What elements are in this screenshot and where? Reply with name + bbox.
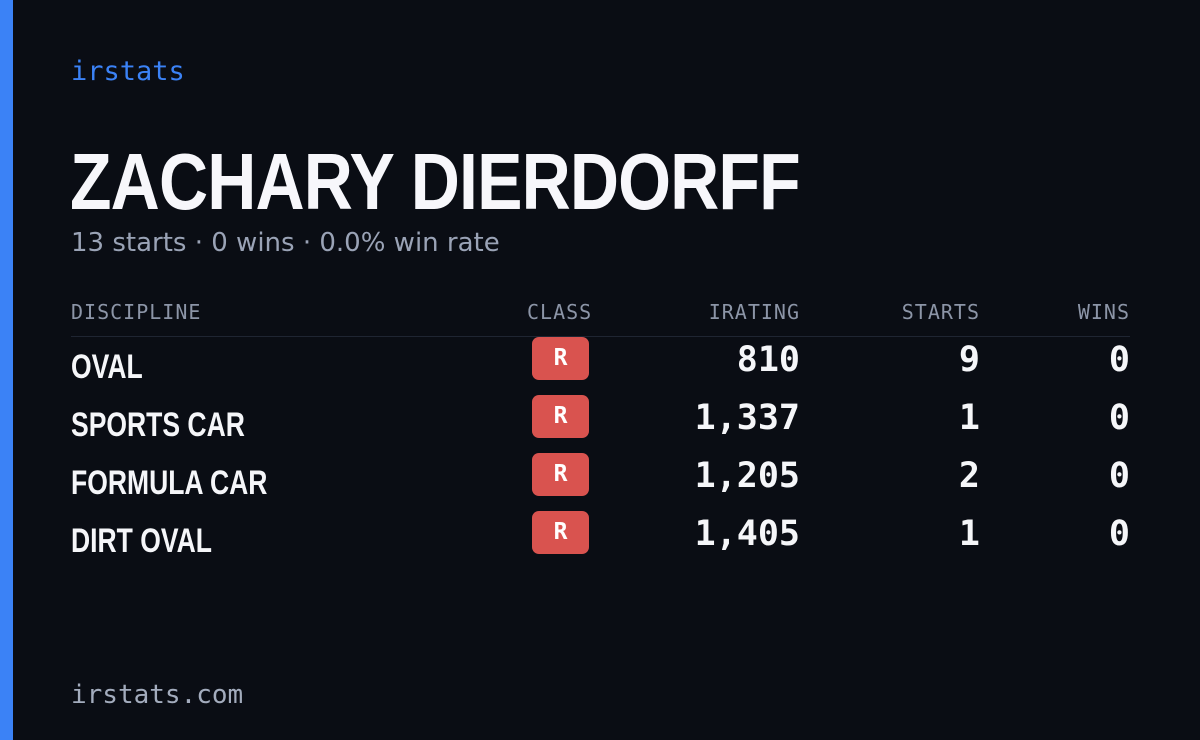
irating-value: 1,405 [694, 514, 800, 554]
table-header: DISCIPLINE CLASS IRATING STARTS WINS [71, 298, 1130, 337]
wins-value: 0 [1108, 398, 1130, 438]
header-class: CLASS [527, 300, 593, 324]
header-irating: IRATING [708, 300, 800, 324]
irating-value: 1,337 [694, 398, 800, 438]
stats-table: DISCIPLINE CLASS IRATING STARTS WINS OVA… [71, 298, 1130, 569]
driver-name: ZACHARY DIERDORFF [70, 137, 801, 226]
irating-value: 1,205 [694, 456, 800, 496]
brand-logo: irstats [71, 56, 185, 87]
starts-value: 1 [958, 514, 980, 554]
class-badge: R [532, 453, 589, 496]
starts-value: 1 [958, 398, 980, 438]
header-discipline: DISCIPLINE [71, 300, 202, 324]
header-starts: STARTS [901, 300, 980, 324]
starts-value: 9 [958, 340, 980, 380]
discipline-label: SPORTS CAR [71, 406, 245, 444]
discipline-label: OVAL [71, 348, 143, 386]
discipline-label: DIRT OVAL [71, 522, 212, 560]
starts-value: 2 [958, 456, 980, 496]
irating-value: 810 [736, 340, 800, 380]
wins-value: 0 [1108, 514, 1130, 554]
header-wins: WINS [1077, 300, 1130, 324]
wins-value: 0 [1108, 340, 1130, 380]
table-row: DIRT OVAL R 1,405 1 0 [71, 511, 1130, 569]
table-row: OVAL R 810 9 0 [71, 337, 1130, 395]
table-row: FORMULA CAR R 1,205 2 0 [71, 453, 1130, 511]
class-badge: R [532, 337, 589, 380]
footer-url: irstats.com [71, 680, 244, 710]
class-badge: R [532, 511, 589, 554]
discipline-label: FORMULA CAR [71, 464, 268, 502]
wins-value: 0 [1108, 456, 1130, 496]
class-badge: R [532, 395, 589, 438]
driver-summary: 13 starts · 0 wins · 0.0% win rate [71, 228, 500, 258]
table-row: SPORTS CAR R 1,337 1 0 [71, 395, 1130, 453]
accent-bar [0, 0, 13, 740]
